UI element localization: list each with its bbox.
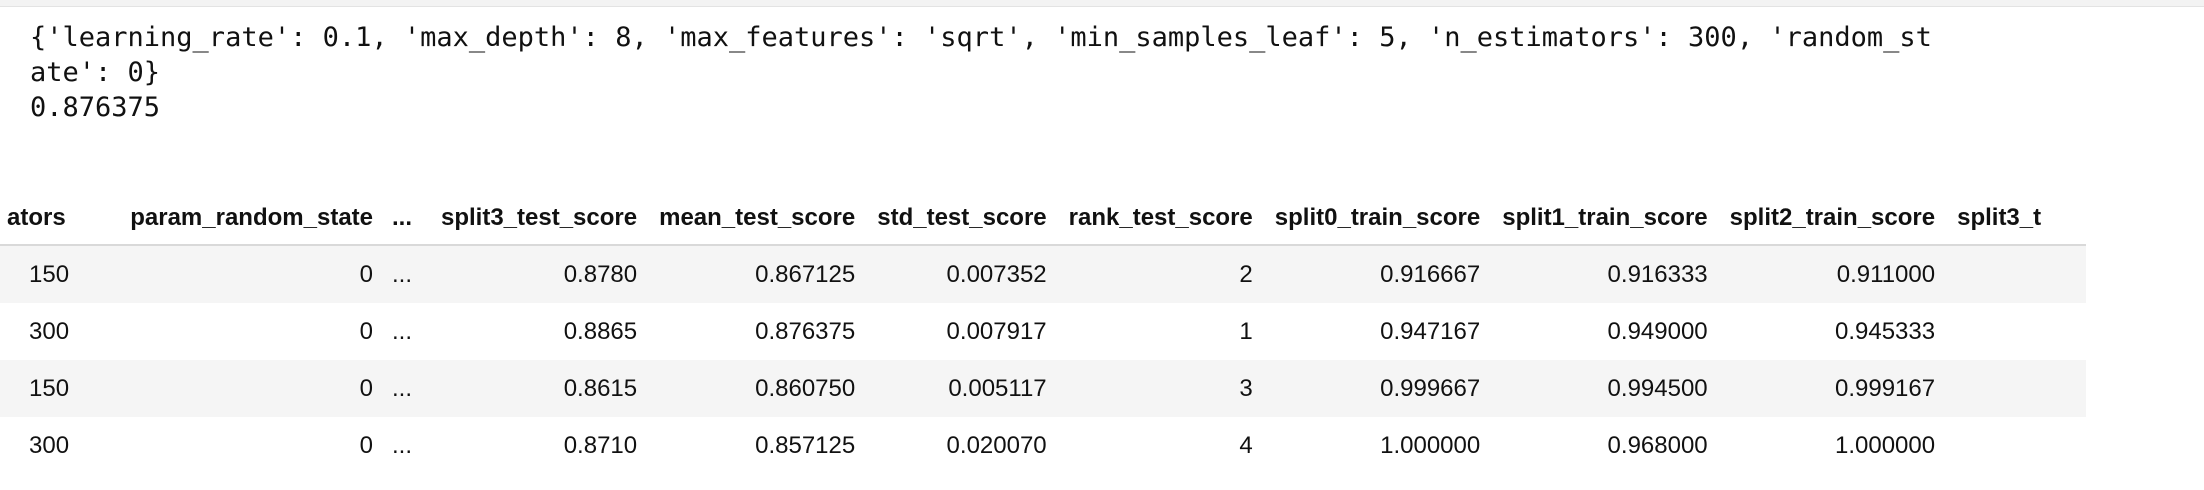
table-row: 150 0 ... 0.8780 0.867125 0.007352 2 0.9… (0, 245, 2087, 303)
cell-n-estimators: 150 (0, 245, 82, 303)
output-line-params-2: ate': 0} (30, 57, 161, 88)
table-row: 300 0 ... 0.8710 0.857125 0.020070 4 1.0… (0, 417, 2086, 474)
cell-ellipsis: ... (392, 431, 413, 459)
cell-split2-train-score: 0.999167 (1718, 360, 1947, 417)
header-split2-train-score: split2_train_score (1718, 192, 1947, 246)
cell-output-text: {'learning_rate': 0.1, 'max_depth': 8, '… (30, 20, 2204, 125)
cell-split2-train-score: 0.911000 (1718, 245, 1947, 303)
cell-param-random-state: 0 (82, 360, 384, 417)
header-n-estimators: ators (0, 192, 82, 246)
cell-ellipsis: ... (384, 245, 430, 303)
cell-mean-test-score: 0.867125 (648, 245, 867, 303)
cell-split3-test-score: 0.8710 (563, 431, 638, 459)
cv-results-table-scroll[interactable]: ators param_random_state ... split3_test… (0, 192, 2204, 490)
output-line-params-1: {'learning_rate': 0.1, 'max_depth': 8, '… (30, 22, 1932, 53)
cell-split1-train-score: 0.949000 (1607, 317, 1708, 345)
cell-rank-test-score: 3 (1057, 360, 1264, 417)
cell-mean-test-score: 0.860750 (648, 360, 867, 417)
header-param-random-state: param_random_state (82, 192, 384, 246)
cell-n-estimators: 300 (29, 317, 70, 345)
cell-rank-test-score: 1 (1239, 317, 1253, 345)
output-line-best-score: 0.876375 (30, 92, 161, 123)
cell-split0-train-score: 1.000000 (1380, 431, 1481, 459)
cell-split1-train-score: 0.994500 (1491, 360, 1719, 417)
cell-split0-train-score: 0.916667 (1263, 245, 1492, 303)
cell-split3-test-score: 0.8865 (563, 317, 638, 345)
table-row: 150 0 ... 0.8615 0.860750 0.005117 3 0.9… (0, 360, 2087, 417)
cell-std-test-score: 0.007352 (866, 245, 1058, 303)
cell-std-test-score: 0.007917 (946, 317, 1047, 345)
cell-top-border (0, 0, 2204, 7)
cell-mean-test-score: 0.876375 (755, 317, 856, 345)
header-split1-train-score: split1_train_score (1491, 192, 1719, 246)
cell-split3-train-score (1946, 360, 2087, 417)
header-split3-test-score: split3_test_score (430, 192, 649, 246)
cell-param-random-state: 0 (359, 431, 373, 459)
cell-rank-test-score: 4 (1239, 431, 1253, 459)
cell-ellipsis: ... (384, 360, 430, 417)
cell-split0-train-score: 0.999667 (1263, 360, 1492, 417)
cell-split3-test-score: 0.8615 (430, 360, 649, 417)
cell-split3-train-score (1946, 245, 2087, 303)
header-std-test-score: std_test_score (866, 192, 1058, 246)
table-row: 300 0 ... 0.8865 0.876375 0.007917 1 0.9… (0, 303, 2086, 360)
cell-param-random-state: 0 (82, 245, 384, 303)
cell-n-estimators: 150 (0, 360, 82, 417)
cell-n-estimators: 300 (29, 431, 70, 459)
cell-ellipsis: ... (392, 317, 413, 345)
cell-split2-train-score: 1.000000 (1834, 431, 1936, 459)
cell-mean-test-score: 0.857125 (755, 431, 856, 459)
cell-rank-test-score: 2 (1057, 245, 1264, 303)
cell-split1-train-score: 0.968000 (1607, 431, 1708, 459)
header-split0-train-score: split0_train_score (1263, 192, 1492, 246)
table-header-row: ators param_random_state ... split3_test… (0, 192, 2087, 246)
cell-split0-train-score: 0.947167 (1380, 317, 1481, 345)
header-rank-test-score: rank_test_score (1057, 192, 1264, 246)
header-ellipsis: ... (384, 192, 430, 246)
cv-results-table: ators param_random_state ... split3_test… (0, 192, 2087, 474)
cell-std-test-score: 0.005117 (866, 360, 1058, 417)
cell-split3-test-score: 0.8780 (430, 245, 649, 303)
cell-split2-train-score: 0.945333 (1834, 317, 1936, 345)
cell-split3-train-score (1946, 303, 2086, 360)
cell-split1-train-score: 0.916333 (1491, 245, 1719, 303)
header-mean-test-score: mean_test_score (648, 192, 867, 246)
cell-split3-train-score (1946, 417, 2086, 474)
cell-std-test-score: 0.020070 (946, 431, 1047, 459)
cell-param-random-state: 0 (359, 317, 373, 345)
header-split3-train-score: split3_t (1946, 192, 2087, 246)
